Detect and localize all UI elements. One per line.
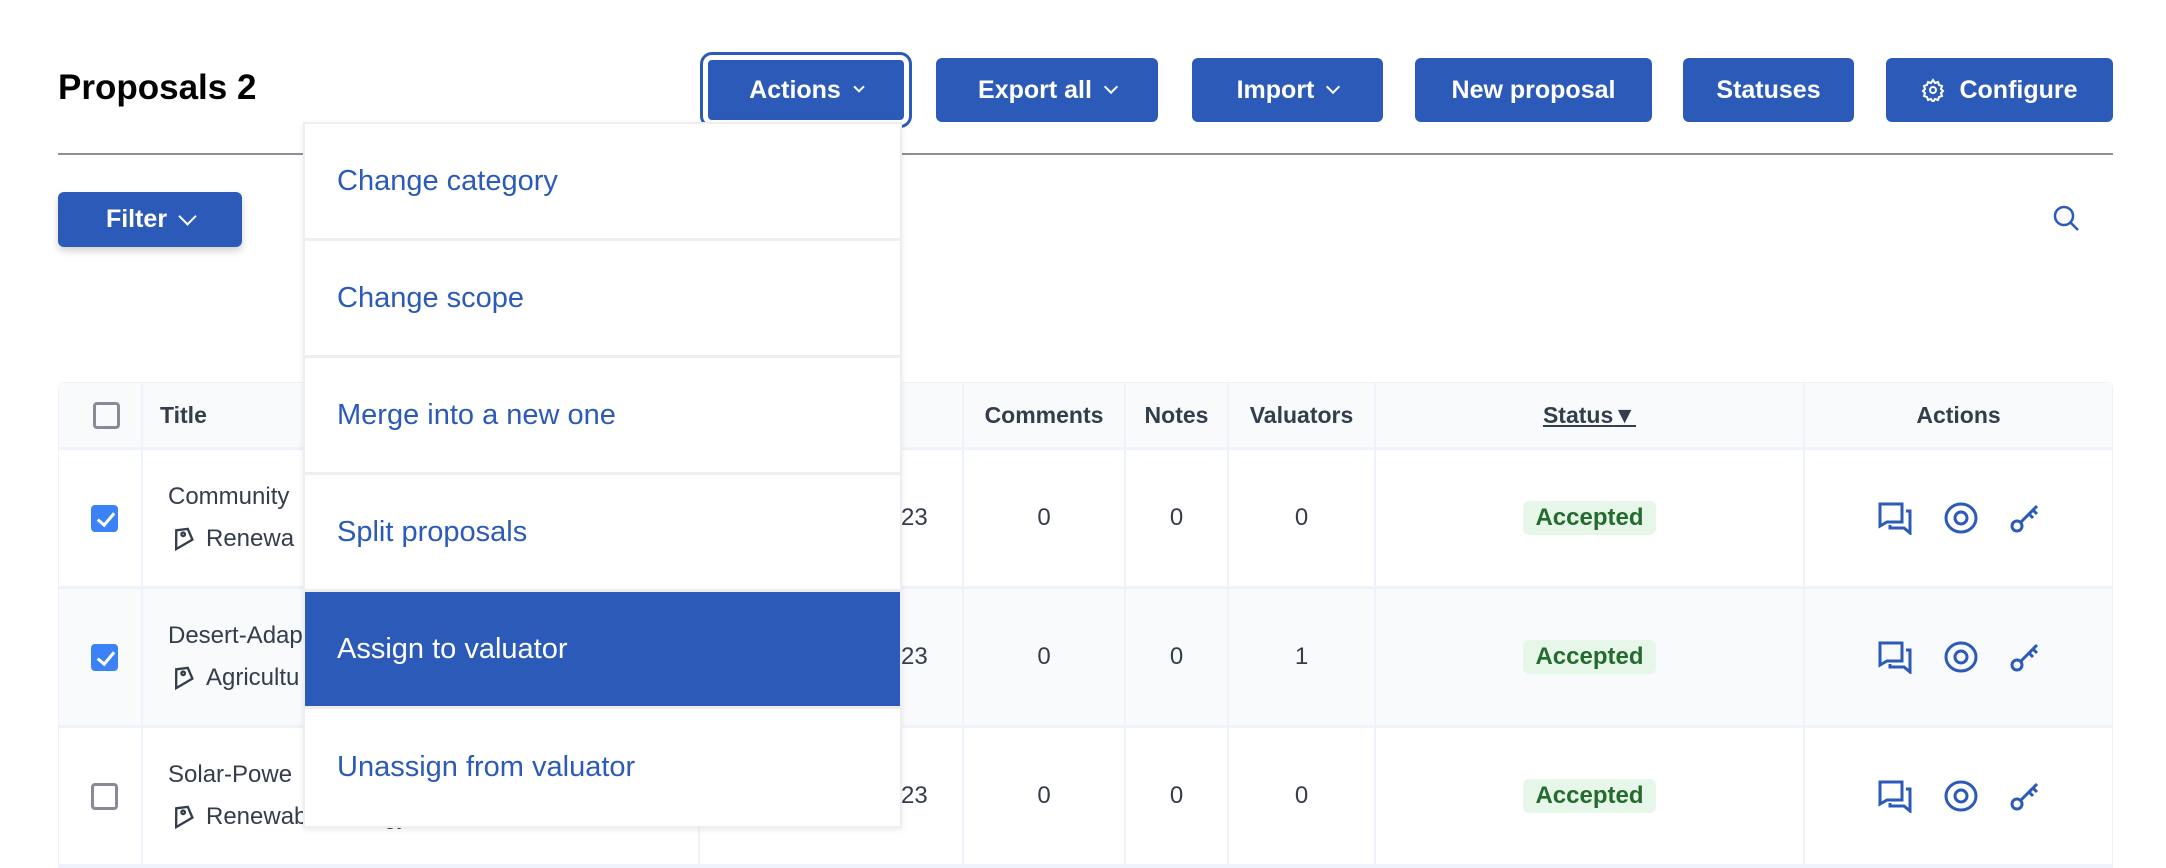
proposal-title[interactable]: Solar-Powe	[168, 761, 293, 788]
key-icon[interactable]	[2009, 502, 2041, 534]
select-cell	[59, 589, 143, 725]
chevron-down-icon	[1326, 79, 1341, 95]
header-valuators[interactable]: Valuators	[1229, 383, 1376, 447]
actions-dropdown-menu: Change category Change scope Merge into a …	[303, 122, 902, 828]
notes-cell: 0	[1126, 589, 1229, 725]
divider	[58, 153, 2113, 155]
select-all-checkbox[interactable]	[93, 401, 120, 429]
select-all-cell	[59, 383, 143, 447]
status-badge: Accepted	[1523, 779, 1656, 813]
sort-down-icon: ▼	[1613, 401, 1637, 428]
header-hidden	[700, 383, 964, 447]
actions-button[interactable]: Actions	[700, 52, 912, 128]
category-tag: Agricultu	[168, 664, 299, 692]
tag-icon	[174, 805, 194, 830]
valuators-cell: 0	[1229, 450, 1376, 586]
status-badge: Accepted	[1523, 640, 1656, 674]
header-comments[interactable]: Comments	[964, 383, 1126, 447]
search-icon[interactable]	[2051, 203, 2081, 233]
filter-button[interactable]: Filter	[58, 192, 242, 247]
chevron-down-icon	[1103, 79, 1119, 95]
statuses-label: Statuses	[1716, 75, 1821, 104]
comments-icon[interactable]	[1877, 640, 1913, 674]
tag-icon	[174, 527, 194, 552]
eye-icon[interactable]	[1943, 639, 1979, 675]
proposal-title[interactable]: Community	[168, 483, 290, 510]
import-button[interactable]: Import	[1192, 58, 1383, 122]
status-cell: Accepted	[1376, 728, 1805, 864]
row-checkbox[interactable]	[91, 643, 118, 671]
filter-label: Filter	[105, 205, 168, 233]
row-actions	[1877, 500, 2041, 536]
notes-cell: 0	[1126, 450, 1229, 586]
status-badge: Accepted	[1523, 501, 1656, 535]
header-status[interactable]: Status ▼	[1376, 383, 1805, 447]
notes-cell: 0	[1126, 728, 1229, 864]
menu-item-split-proposals[interactable]: Split proposals	[305, 475, 900, 592]
category-label: Agricultu	[206, 664, 300, 691]
row-actions	[1877, 778, 2041, 814]
eye-icon[interactable]	[1943, 500, 1979, 536]
export-all-button[interactable]: Export all	[936, 58, 1158, 122]
menu-item-change-category[interactable]: Change category	[305, 124, 900, 241]
statuses-button[interactable]: Statuses	[1683, 58, 1854, 122]
new-proposal-button[interactable]: New proposal	[1415, 58, 1652, 122]
configure-label: Configure	[1959, 75, 2078, 104]
configure-button[interactable]: Configure	[1886, 58, 2113, 122]
page-title: Proposals 2	[58, 68, 257, 107]
key-icon[interactable]	[2009, 641, 2041, 673]
comments-cell: 0	[964, 450, 1126, 586]
gear-icon	[1922, 78, 1945, 102]
import-label: Import	[1236, 75, 1315, 104]
row-actions	[1877, 639, 2041, 675]
export-all-label: Export all	[978, 75, 1092, 104]
actions-cell	[1805, 450, 2112, 586]
date-cell: 23	[700, 450, 964, 586]
date-cell: 23	[700, 728, 964, 864]
menu-item-change-scope[interactable]: Change scope	[305, 241, 900, 358]
date-cell: 23	[700, 589, 964, 725]
actions-cell	[1805, 728, 2112, 864]
row-checkbox[interactable]	[91, 504, 118, 532]
valuators-cell: 0	[1229, 728, 1376, 864]
menu-item-assign-to-valuator[interactable]: Assign to valuator	[305, 592, 900, 709]
header-actions: Actions	[1916, 401, 2001, 428]
table-row: Community Renewa 23 0 0 0 Accepted	[59, 450, 2112, 589]
menu-item-unassign-from-valuator[interactable]: Unassign from valuator	[337, 751, 636, 783]
eye-icon[interactable]	[1943, 778, 1979, 814]
status-cell: Accepted	[1376, 589, 1805, 725]
comments-icon[interactable]	[1877, 501, 1913, 535]
comments-cell: 0	[964, 728, 1126, 864]
chevron-down-icon	[853, 81, 865, 93]
new-proposal-label: New proposal	[1451, 75, 1616, 104]
category-label: Renewa	[206, 525, 295, 552]
tag-icon	[174, 666, 194, 691]
row-checkbox[interactable]	[91, 782, 118, 810]
proposal-title[interactable]: Desert-Adap	[168, 622, 303, 649]
status-cell: Accepted	[1376, 450, 1805, 586]
menu-item-merge-into-a-new-one[interactable]: Merge into a new one	[305, 358, 900, 475]
title-cell: Desert-Adap Agricultu	[143, 589, 700, 725]
comments-icon[interactable]	[1877, 779, 1913, 813]
select-cell	[59, 450, 143, 586]
header-notes[interactable]: Notes	[1126, 383, 1229, 447]
actions-label: Actions	[749, 75, 841, 104]
chevron-down-icon	[178, 207, 197, 226]
category-tag: Renewa	[168, 525, 294, 553]
actions-cell	[1805, 589, 2112, 725]
valuators-cell: 1	[1229, 589, 1376, 725]
select-cell	[59, 728, 143, 864]
status-sort-link[interactable]: Status	[1542, 401, 1614, 428]
comments-cell: 0	[964, 589, 1126, 725]
key-icon[interactable]	[2009, 780, 2041, 812]
